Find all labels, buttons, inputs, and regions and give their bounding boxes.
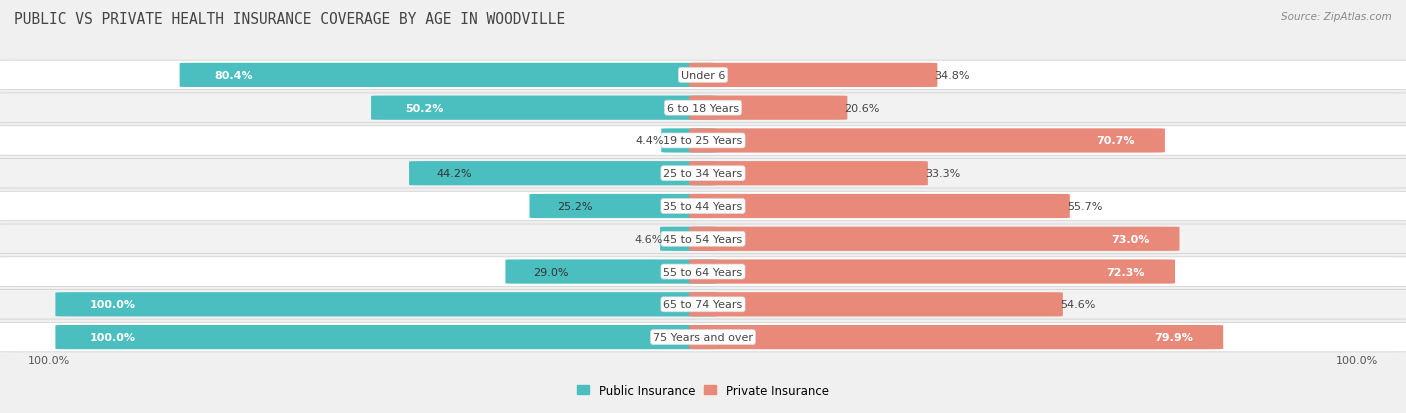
FancyBboxPatch shape bbox=[689, 292, 1063, 317]
Text: 44.2%: 44.2% bbox=[437, 169, 472, 179]
Text: 55.7%: 55.7% bbox=[1067, 202, 1102, 211]
Text: Source: ZipAtlas.com: Source: ZipAtlas.com bbox=[1281, 12, 1392, 22]
FancyBboxPatch shape bbox=[0, 192, 1406, 221]
Text: 100.0%: 100.0% bbox=[90, 299, 136, 310]
Text: 4.4%: 4.4% bbox=[636, 136, 664, 146]
FancyBboxPatch shape bbox=[0, 323, 1406, 352]
Text: Under 6: Under 6 bbox=[681, 71, 725, 81]
Text: 100.0%: 100.0% bbox=[90, 332, 136, 342]
FancyBboxPatch shape bbox=[0, 290, 1406, 319]
Text: 6 to 18 Years: 6 to 18 Years bbox=[666, 103, 740, 114]
FancyBboxPatch shape bbox=[530, 195, 717, 218]
Text: 70.7%: 70.7% bbox=[1097, 136, 1135, 146]
Text: 72.3%: 72.3% bbox=[1107, 267, 1144, 277]
Text: 65 to 74 Years: 65 to 74 Years bbox=[664, 299, 742, 310]
FancyBboxPatch shape bbox=[689, 162, 928, 186]
Text: 34.8%: 34.8% bbox=[935, 71, 970, 81]
Text: 75 Years and over: 75 Years and over bbox=[652, 332, 754, 342]
Text: PUBLIC VS PRIVATE HEALTH INSURANCE COVERAGE BY AGE IN WOODVILLE: PUBLIC VS PRIVATE HEALTH INSURANCE COVER… bbox=[14, 12, 565, 27]
FancyBboxPatch shape bbox=[689, 64, 938, 88]
Text: 25 to 34 Years: 25 to 34 Years bbox=[664, 169, 742, 179]
Text: 54.6%: 54.6% bbox=[1060, 299, 1095, 310]
FancyBboxPatch shape bbox=[661, 129, 717, 153]
Text: 55 to 64 Years: 55 to 64 Years bbox=[664, 267, 742, 277]
Text: 73.0%: 73.0% bbox=[1111, 234, 1149, 244]
FancyBboxPatch shape bbox=[689, 129, 1166, 153]
FancyBboxPatch shape bbox=[0, 257, 1406, 287]
Text: 45 to 54 Years: 45 to 54 Years bbox=[664, 234, 742, 244]
FancyBboxPatch shape bbox=[689, 260, 1175, 284]
FancyBboxPatch shape bbox=[0, 159, 1406, 188]
FancyBboxPatch shape bbox=[659, 227, 717, 251]
Text: 4.6%: 4.6% bbox=[634, 234, 662, 244]
Text: 100.0%: 100.0% bbox=[28, 355, 70, 365]
FancyBboxPatch shape bbox=[689, 195, 1070, 218]
Text: 80.4%: 80.4% bbox=[214, 71, 253, 81]
Text: 29.0%: 29.0% bbox=[533, 267, 568, 277]
FancyBboxPatch shape bbox=[0, 126, 1406, 156]
FancyBboxPatch shape bbox=[0, 225, 1406, 254]
Text: 35 to 44 Years: 35 to 44 Years bbox=[664, 202, 742, 211]
FancyBboxPatch shape bbox=[689, 96, 848, 121]
FancyBboxPatch shape bbox=[505, 260, 717, 284]
Text: 20.6%: 20.6% bbox=[845, 103, 880, 114]
FancyBboxPatch shape bbox=[409, 162, 717, 186]
FancyBboxPatch shape bbox=[371, 96, 717, 121]
Text: 79.9%: 79.9% bbox=[1154, 332, 1192, 342]
Legend: Public Insurance, Private Insurance: Public Insurance, Private Insurance bbox=[572, 379, 834, 401]
Text: 25.2%: 25.2% bbox=[557, 202, 592, 211]
FancyBboxPatch shape bbox=[689, 325, 1223, 349]
FancyBboxPatch shape bbox=[689, 227, 1180, 251]
FancyBboxPatch shape bbox=[55, 292, 717, 317]
Text: 33.3%: 33.3% bbox=[925, 169, 960, 179]
Text: 100.0%: 100.0% bbox=[1336, 355, 1378, 365]
FancyBboxPatch shape bbox=[0, 61, 1406, 90]
FancyBboxPatch shape bbox=[55, 325, 717, 349]
Text: 19 to 25 Years: 19 to 25 Years bbox=[664, 136, 742, 146]
FancyBboxPatch shape bbox=[0, 94, 1406, 123]
Text: 50.2%: 50.2% bbox=[405, 103, 444, 114]
FancyBboxPatch shape bbox=[180, 64, 717, 88]
